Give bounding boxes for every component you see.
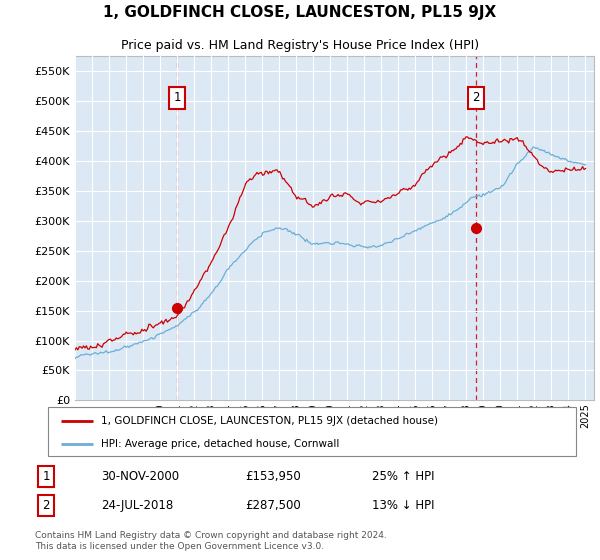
Text: 1: 1 (43, 470, 50, 483)
Text: 2: 2 (472, 91, 479, 104)
Text: Contains HM Land Registry data © Crown copyright and database right 2024.
This d: Contains HM Land Registry data © Crown c… (35, 531, 387, 551)
Text: 1, GOLDFINCH CLOSE, LAUNCESTON, PL15 9JX (detached house): 1, GOLDFINCH CLOSE, LAUNCESTON, PL15 9JX… (101, 416, 438, 426)
Text: 24-JUL-2018: 24-JUL-2018 (101, 500, 173, 512)
Text: 13% ↓ HPI: 13% ↓ HPI (372, 500, 434, 512)
Text: £153,950: £153,950 (245, 470, 301, 483)
Text: 1, GOLDFINCH CLOSE, LAUNCESTON, PL15 9JX: 1, GOLDFINCH CLOSE, LAUNCESTON, PL15 9JX (103, 6, 497, 20)
Text: 1: 1 (173, 91, 181, 104)
Text: £287,500: £287,500 (245, 500, 301, 512)
Text: 30-NOV-2000: 30-NOV-2000 (101, 470, 179, 483)
FancyBboxPatch shape (48, 407, 576, 456)
Text: Price paid vs. HM Land Registry's House Price Index (HPI): Price paid vs. HM Land Registry's House … (121, 39, 479, 53)
Text: 2: 2 (43, 500, 50, 512)
Text: HPI: Average price, detached house, Cornwall: HPI: Average price, detached house, Corn… (101, 439, 339, 449)
Text: 25% ↑ HPI: 25% ↑ HPI (372, 470, 434, 483)
